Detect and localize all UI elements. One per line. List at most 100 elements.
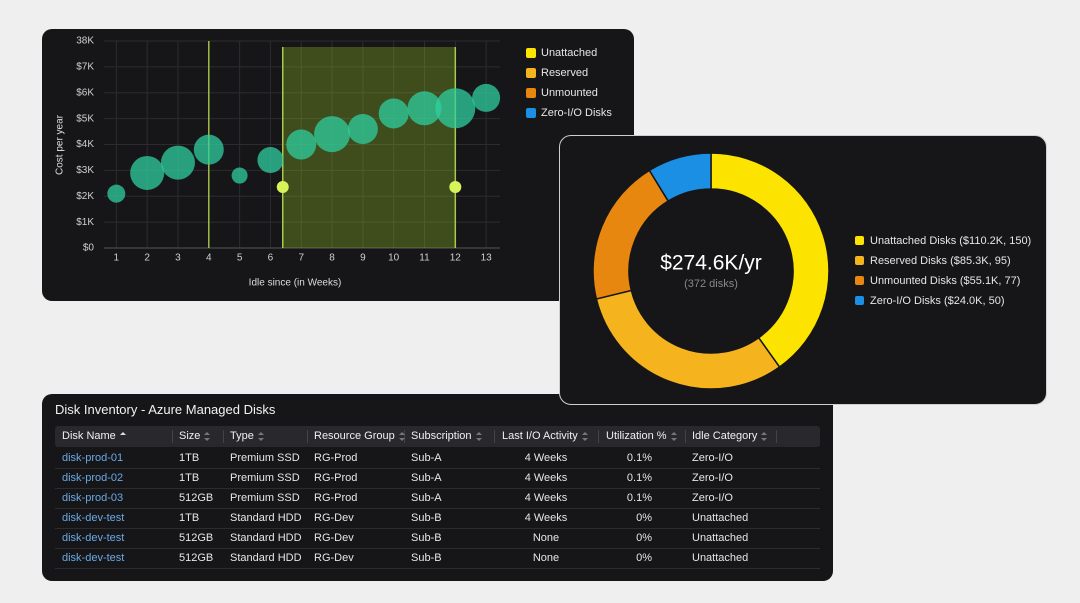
bubble: [160, 145, 195, 180]
column-header[interactable]: Size: [179, 429, 211, 443]
bubble: [231, 167, 248, 184]
y-tick-label: $3K: [76, 165, 94, 176]
column-header[interactable]: Last I/O Activity: [502, 429, 588, 443]
donut-slice: [595, 289, 781, 390]
sort-icon: [398, 431, 405, 441]
x-tick-label: 7: [298, 253, 304, 264]
column-separator: [404, 430, 405, 443]
legend-swatch: [855, 256, 864, 265]
disk-link[interactable]: disk-dev-test: [62, 552, 125, 564]
table-cell: 512GB: [179, 492, 214, 504]
center-value: $274.6K/yr: [660, 252, 762, 275]
y-tick-label: $4K: [76, 139, 94, 150]
x-tick-label: 2: [144, 253, 150, 264]
table-cell: Unattached: [692, 532, 749, 544]
bubble: [257, 147, 284, 174]
x-tick-label: 12: [450, 253, 462, 264]
table-cell: RG-Prod: [314, 452, 358, 464]
bubble: [407, 91, 442, 126]
row-separator: [55, 568, 820, 569]
bubble: [435, 88, 476, 129]
sort-icon: [670, 431, 677, 441]
y-tick-label: $2K: [76, 191, 94, 202]
table-cell: None: [532, 552, 560, 564]
legend-swatch: [526, 88, 536, 98]
column-header[interactable]: Idle Category: [692, 429, 768, 443]
column-separator: [307, 430, 308, 443]
range-handle[interactable]: [449, 181, 462, 193]
center-subtext: (372 disks): [684, 278, 738, 290]
column-header[interactable]: Subscription: [411, 429, 482, 443]
column-header[interactable]: Type: [230, 429, 264, 443]
disk-link[interactable]: disk-dev-test: [62, 512, 125, 524]
bubble: [472, 83, 501, 112]
legend-label: Zero-I/O Disks ($24.0K, 50): [870, 295, 1005, 307]
sort-icon: [204, 431, 211, 441]
disk-link[interactable]: disk-prod-01: [62, 452, 124, 464]
donut-slice: [710, 152, 830, 369]
table-cell: 0.1%: [626, 492, 652, 504]
legend-swatch: [526, 108, 536, 118]
legend-label: Unattached: [541, 47, 597, 59]
table-cell: 512GB: [179, 552, 214, 564]
disk-link[interactable]: disk-prod-02: [62, 472, 124, 484]
legend-label: Reserved Disks ($85.3K, 95): [870, 255, 1011, 267]
table-cell: Zero-I/O: [692, 472, 733, 484]
disk-link[interactable]: disk-prod-03: [62, 492, 124, 504]
sort-icon: [475, 431, 482, 441]
donut-chart: $274.6K/yr (372 disks) Unattached Disks ($…: [592, 152, 1031, 390]
legend-label: Unmounted Disks ($55.1K, 77): [870, 275, 1020, 287]
column-separator: [776, 430, 777, 443]
table-cell: None: [532, 532, 560, 544]
column-header[interactable]: Utilization %: [606, 429, 677, 443]
sort-icon: [257, 431, 264, 441]
legend-swatch: [855, 276, 864, 285]
bubble: [107, 184, 126, 203]
x-tick-label: 13: [481, 253, 493, 264]
x-tick-label: 5: [237, 253, 243, 264]
x-tick-label: 4: [206, 253, 212, 264]
table-cell: Standard HDD: [230, 512, 302, 524]
table-cell: Unattached: [692, 512, 749, 524]
table-cell: Sub-B: [411, 532, 442, 544]
column-header[interactable]: Resource Group: [314, 429, 405, 443]
table-cell: RG-Dev: [314, 552, 354, 564]
range-handle[interactable]: [276, 181, 289, 193]
table-cell: 1TB: [179, 512, 200, 524]
table-cell: 4 Weeks: [524, 472, 568, 484]
table-cell: 4 Weeks: [524, 492, 568, 504]
row-separator: [55, 548, 820, 549]
bubble: [378, 98, 409, 129]
table-cell: RG-Dev: [314, 532, 354, 544]
disk-link[interactable]: disk-dev-test: [62, 532, 125, 544]
x-axis-label: Idle since (in Weeks): [249, 278, 342, 289]
row-separator: [55, 528, 820, 529]
bubble: [193, 134, 224, 165]
x-tick-label: 3: [175, 253, 181, 264]
table-cell: 512GB: [179, 532, 214, 544]
legend-swatch: [855, 236, 864, 245]
bubble: [286, 129, 317, 160]
table-cell: Premium SSD: [230, 492, 300, 504]
table-cell: Premium SSD: [230, 452, 300, 464]
table-cell: Standard HDD: [230, 552, 302, 564]
x-tick-label: 11: [419, 253, 430, 264]
table-cell: Sub-A: [411, 492, 442, 504]
column-separator: [598, 430, 599, 443]
sort-icon: [581, 431, 588, 441]
donut-slice: [648, 152, 712, 203]
table-cell: 0%: [636, 532, 652, 544]
bubble: [314, 116, 351, 153]
column-header[interactable]: Disk Name: [62, 429, 126, 443]
legend-swatch: [855, 296, 864, 305]
legend-swatch: [526, 68, 536, 78]
table-cell: Sub-B: [411, 512, 442, 524]
column-separator: [172, 430, 173, 443]
x-tick-label: 10: [388, 253, 400, 264]
table-cell: 0.1%: [626, 472, 652, 484]
table-panel: Disk Inventory - Azure Managed Disks Disk…: [42, 394, 833, 581]
table-cell: Zero-I/O: [692, 492, 733, 504]
column-separator: [223, 430, 224, 443]
y-tick-label: $5K: [76, 113, 94, 124]
